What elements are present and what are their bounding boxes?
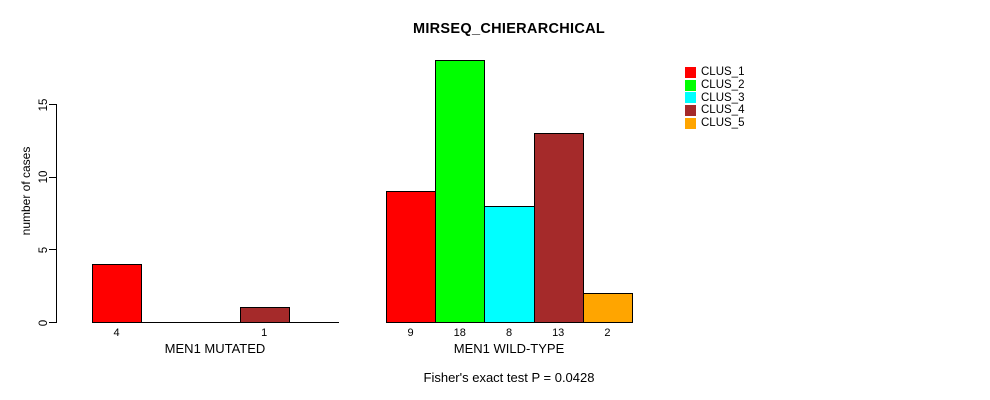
legend-item-clus-5: CLUS_5 (685, 117, 744, 130)
bar-clus-1-men1-wild-type (386, 191, 437, 323)
bar-value-clus-1-men1-mutated: 4 (113, 327, 120, 339)
y-tick-label-15: 15 (38, 98, 50, 111)
legend-item-clus-3: CLUS_3 (685, 91, 744, 104)
y-tick-mark (49, 104, 56, 105)
legend-label-clus-4: CLUS_4 (701, 104, 745, 117)
bar-clus-5-men1-wild-type (582, 292, 633, 323)
legend-swatch-clus-4 (685, 104, 696, 116)
bar-value-clus-5-men1-wild-type: 2 (604, 327, 611, 339)
bar-value-clus-3-men1-wild-type: 8 (505, 327, 513, 339)
bar-clus-3-men1-wild-type (484, 205, 535, 323)
bar-clus-1-men1-mutated (92, 263, 143, 323)
legend-item-clus-2: CLUS_2 (685, 79, 744, 92)
y-axis-line (56, 104, 57, 323)
legend-label-clus-2: CLUS_2 (701, 79, 745, 92)
legend-item-clus-1: CLUS_1 (685, 66, 744, 79)
legend: CLUS_1 CLUS_2 CLUS_3 CLUS_4 CLUS_5 (685, 66, 744, 129)
legend-swatch-clus-3 (685, 92, 696, 104)
bar-clus-4-men1-mutated (239, 307, 290, 323)
y-tick-mark (49, 176, 56, 178)
bar-value-clus-1-men1-wild-type: 9 (407, 327, 414, 339)
legend-label-clus-5: CLUS_5 (701, 117, 745, 130)
bar-clus-2-men1-wild-type (435, 60, 486, 323)
group-label-men1-wild-type: MEN1 WILD-TYPE (453, 341, 565, 356)
bar-value-clus-4-men1-wild-type: 13 (552, 327, 565, 339)
legend-swatch-clus-2 (685, 79, 696, 91)
legend-label-clus-1: CLUS_1 (701, 66, 745, 79)
y-tick-label-10: 10 (38, 170, 50, 184)
y-tick-label-5: 5 (38, 246, 50, 254)
legend-label-clus-3: CLUS_3 (701, 91, 745, 104)
bar-clus-4-men1-wild-type (533, 133, 584, 323)
legend-swatch-clus-1 (685, 66, 696, 78)
legend-item-clus-4: CLUS_4 (685, 104, 744, 117)
y-tick-mark (49, 322, 56, 323)
y-axis-label: number of cases (19, 146, 33, 236)
group-label-men1-mutated: MEN1 MUTATED (164, 341, 266, 356)
fisher-test-annotation: Fisher's exact test P = 0.0428 (423, 370, 595, 385)
bar-value-clus-4-men1-mutated: 1 (261, 327, 268, 339)
chart-title: MIRSEQ_CHIERARCHICAL (412, 21, 606, 37)
y-tick-label-0: 0 (38, 319, 50, 326)
legend-swatch-clus-5 (685, 117, 696, 129)
bar-value-clus-2-men1-wild-type: 18 (453, 327, 466, 339)
y-tick-mark (49, 249, 56, 251)
x-axis-line-men1-mutated (92, 322, 339, 323)
